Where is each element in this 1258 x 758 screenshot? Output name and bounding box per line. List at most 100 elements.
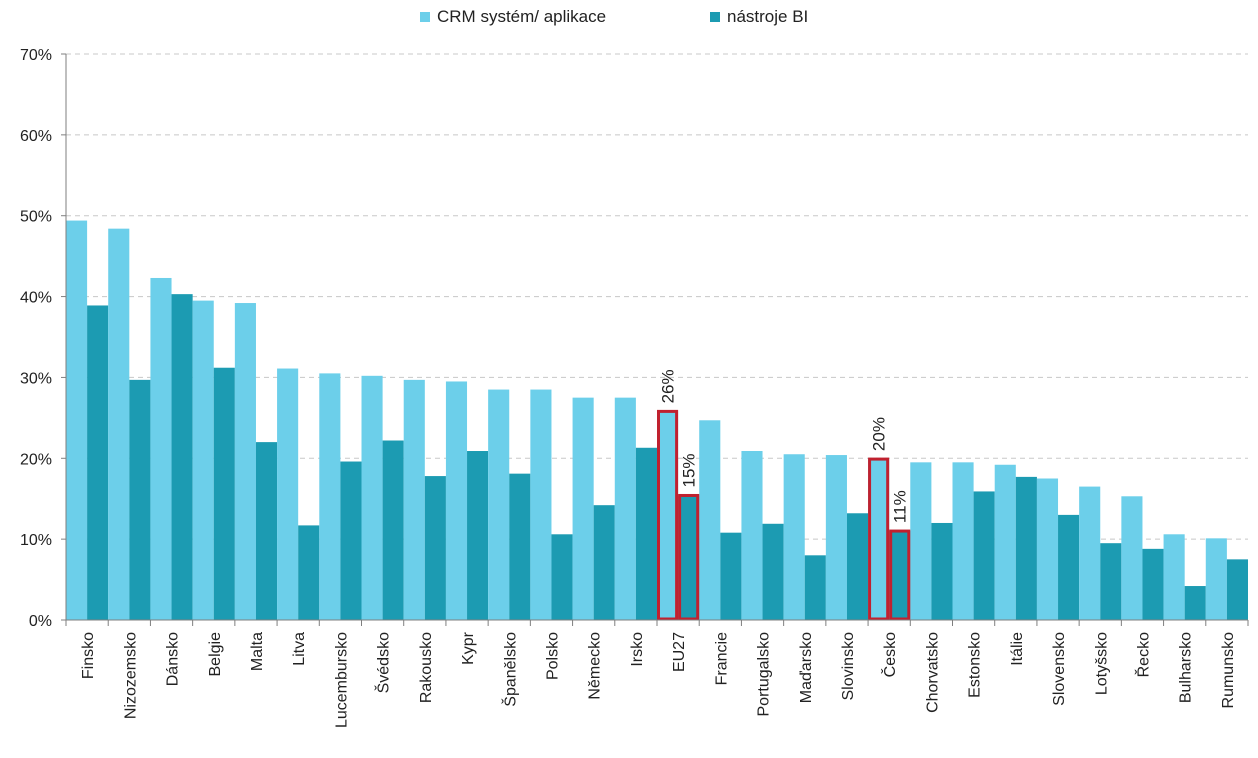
bar-bi [1015,476,1037,620]
bar-crm [108,228,130,620]
bar-bi [1226,559,1248,620]
y-tick-label: 60% [20,128,52,145]
bar-crm [825,455,847,620]
bar-bi [551,534,573,620]
y-tick-label: 50% [20,209,52,226]
bar-bi [255,442,278,620]
data-label: 26% [659,369,678,403]
x-category-label: Rakousko [418,632,435,703]
bar-crm [614,397,636,620]
bar-bi [129,379,151,620]
x-category-label: Lucembursko [333,632,350,728]
highlight-outline [889,529,911,621]
x-category-label: Kypr [460,631,477,665]
x-category-label: Litva [291,632,308,666]
bar-crm [952,462,974,620]
data-label: 15% [680,453,699,487]
bar-crm [319,373,341,620]
bar-bi [889,531,911,620]
bar-crm [1205,538,1227,620]
bar-bi [846,513,869,620]
x-category-label: Portugalsko [756,632,773,717]
bar-bi [340,461,362,620]
bar-crm [277,368,299,620]
bar-crm [192,300,214,620]
x-category-label: Rumunsko [1220,632,1237,709]
bar-crm [994,464,1016,620]
bar-crm [234,303,256,620]
legend-swatch-crm [420,12,430,22]
highlight-outline [868,457,890,621]
bar-crm [1121,496,1143,620]
bar-crm [150,277,172,620]
x-category-label: Lotyšsko [1093,632,1110,695]
bar-crm [530,389,552,620]
data-label: 11% [891,490,910,523]
x-category-label: Švédsko [374,632,393,693]
bar-bi [804,555,826,620]
y-tick-label: 30% [20,370,52,387]
bar-bi [1058,514,1080,620]
data-label: 20% [870,417,889,451]
bar-crm [910,462,932,620]
bar-bi [720,532,742,620]
x-category-label: Finsko [80,632,97,679]
bar-crm [572,397,594,620]
x-category-label: Španělsko [500,632,519,707]
bar-crm [868,459,890,620]
bar-bi [509,473,531,620]
bar-bi [678,495,700,620]
bar-crm [1036,478,1059,620]
y-tick-label: 20% [20,451,52,468]
bar-crm [1163,534,1185,620]
x-category-label: EU27 [671,632,688,672]
bar-bi [635,447,657,620]
bar-bi [467,451,489,620]
bar-bi [424,476,446,620]
y-tick-label: 0% [29,613,52,630]
bar-bi [973,491,995,620]
bar-bi [1100,543,1122,620]
highlight-outline [657,409,679,621]
bar-bi [1142,548,1164,620]
x-category-label: Slovensko [1051,632,1068,706]
bar-bi [87,305,109,620]
bar-crm [783,454,805,620]
bar-bi [382,440,404,620]
x-category-label: Polsko [544,632,561,680]
x-category-label: Chorvatsko [924,632,941,713]
bar-crm [445,381,468,620]
legend-label-bi: nástroje BI [727,7,808,26]
bar-bi [593,505,615,620]
bar-bi [171,294,193,620]
legend-swatch-bi [710,12,720,22]
bar-bi [213,367,235,620]
x-category-label: Estonsko [967,632,984,698]
x-category-label: Česko [880,632,899,677]
x-category-label: Slovinsko [840,632,857,701]
bar-crm [66,220,88,620]
x-category-label: Dánsko [165,632,182,686]
bar-crm [741,451,763,620]
bar-crm [403,379,425,620]
bar-crm [488,389,510,620]
y-tick-label: 40% [20,290,52,307]
legend-label-crm: CRM systém/ aplikace [437,7,606,26]
x-category-label: Maďarsko [798,632,815,703]
x-category-label: Francie [713,632,730,685]
highlight-outline [678,493,700,621]
bar-crm [657,411,679,620]
x-category-label: Malta [249,632,266,671]
x-category-label: Nizozemsko [122,632,139,719]
bar-bi [762,523,784,620]
bar-crm [361,375,383,620]
y-tick-label: 10% [20,532,52,549]
x-category-label: Bulharsko [1178,632,1195,703]
x-category-label: Irsko [629,632,646,667]
x-category-label: Itálie [1009,632,1026,666]
bar-bi [298,525,320,620]
bar-crm [1079,486,1101,620]
bar-bi [931,522,953,620]
